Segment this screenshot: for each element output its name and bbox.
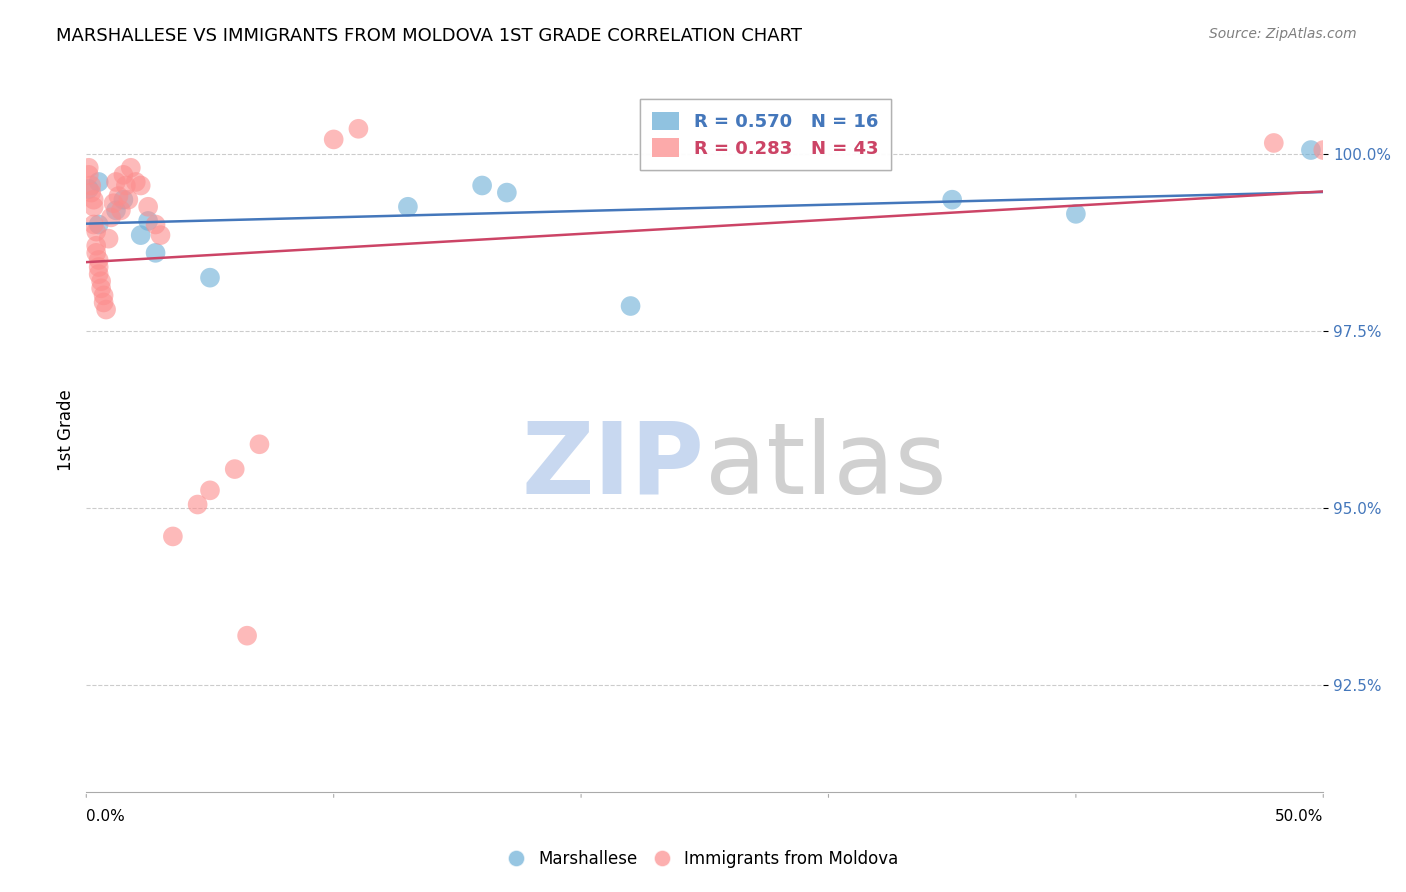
Point <box>941 193 963 207</box>
Point <box>236 629 259 643</box>
Point <box>117 193 139 207</box>
Point <box>104 203 127 218</box>
Point <box>90 274 112 288</box>
Legend: R = 0.570   N = 16, R = 0.283   N = 43: R = 0.570 N = 16, R = 0.283 N = 43 <box>640 99 891 170</box>
Point <box>77 182 100 196</box>
Point <box>100 211 122 225</box>
Point <box>1299 143 1322 157</box>
Point <box>84 239 107 253</box>
Text: 0.0%: 0.0% <box>86 809 125 824</box>
Text: 50.0%: 50.0% <box>1275 809 1323 824</box>
Point <box>103 196 125 211</box>
Point <box>93 295 115 310</box>
Point <box>80 186 103 200</box>
Point <box>87 218 110 232</box>
Point <box>87 175 110 189</box>
Point <box>83 200 105 214</box>
Point <box>322 132 344 146</box>
Text: MARSHALLESE VS IMMIGRANTS FROM MOLDOVA 1ST GRADE CORRELATION CHART: MARSHALLESE VS IMMIGRANTS FROM MOLDOVA 1… <box>56 27 803 45</box>
Point <box>87 260 110 274</box>
Point <box>104 175 127 189</box>
Point <box>84 245 107 260</box>
Point <box>619 299 641 313</box>
Point <box>162 529 184 543</box>
Point <box>97 232 120 246</box>
Point <box>249 437 271 451</box>
Point <box>1064 207 1087 221</box>
Point <box>224 462 246 476</box>
Point <box>107 189 129 203</box>
Point <box>94 302 117 317</box>
Point <box>145 218 167 232</box>
Point <box>198 270 221 285</box>
Point <box>90 281 112 295</box>
Point <box>77 161 100 175</box>
Point <box>149 228 172 243</box>
Point <box>136 200 159 214</box>
Point <box>129 228 152 243</box>
Point <box>84 225 107 239</box>
Point <box>110 203 132 218</box>
Point <box>125 175 148 189</box>
Point <box>93 288 115 302</box>
Point <box>87 267 110 281</box>
Y-axis label: 1st Grade: 1st Grade <box>58 389 75 471</box>
Point <box>83 193 105 207</box>
Point <box>83 218 105 232</box>
Text: ZIP: ZIP <box>522 417 704 515</box>
Point <box>129 178 152 193</box>
Point <box>187 498 209 512</box>
Point <box>1263 136 1285 150</box>
Point <box>198 483 221 498</box>
Point <box>396 200 419 214</box>
Text: atlas: atlas <box>704 417 946 515</box>
Point <box>496 186 519 200</box>
Point <box>115 178 138 193</box>
Point <box>1312 143 1334 157</box>
Point <box>471 178 494 193</box>
Point <box>87 252 110 267</box>
Point <box>80 178 103 193</box>
Point <box>77 168 100 182</box>
Point <box>120 161 142 175</box>
Text: Source: ZipAtlas.com: Source: ZipAtlas.com <box>1209 27 1357 41</box>
Legend: Marshallese, Immigrants from Moldova: Marshallese, Immigrants from Moldova <box>502 844 904 875</box>
Point <box>145 245 167 260</box>
Point <box>112 193 135 207</box>
Point <box>347 121 370 136</box>
Point <box>136 214 159 228</box>
Point <box>112 168 135 182</box>
